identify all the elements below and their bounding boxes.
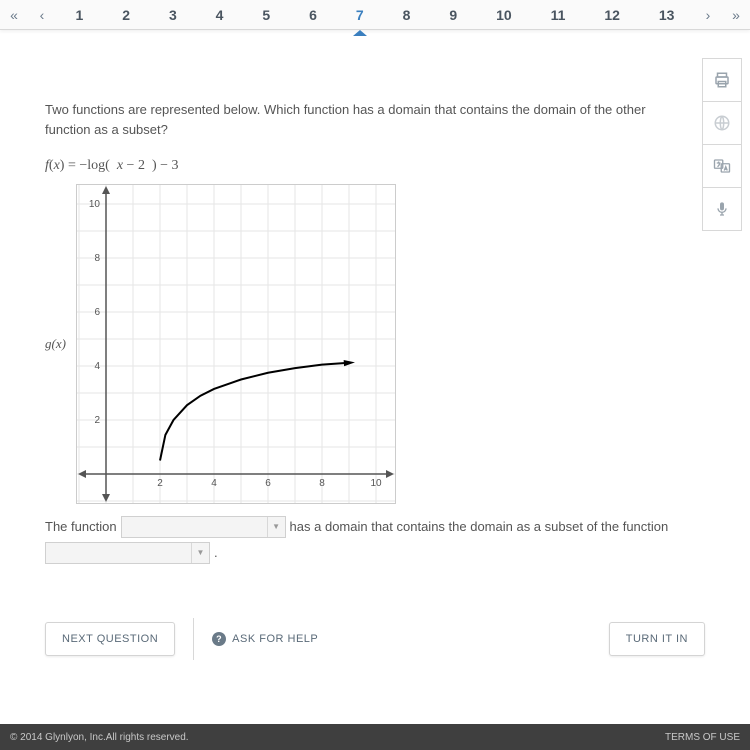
pager-page-10[interactable]: 10 — [490, 7, 518, 23]
dropdown-function-1[interactable]: ▼ — [121, 516, 286, 538]
help-icon: ? — [212, 632, 226, 646]
pager-page-4[interactable]: 4 — [210, 7, 230, 23]
question-prompt: Two functions are represented below. Whi… — [45, 100, 685, 139]
g-of-x-label: g(x) — [45, 334, 66, 354]
formula-f: f(x) = −log( x − 2 ) − 3 — [45, 155, 710, 176]
pager-page-2[interactable]: 2 — [116, 7, 136, 23]
graph-plot: 2 4 6 8 10 2 4 6 8 10 — [76, 184, 396, 504]
svg-text:6: 6 — [265, 478, 271, 489]
answer-text-1: The function — [45, 517, 117, 537]
pager-page-13[interactable]: 13 — [653, 7, 681, 23]
ask-for-help-link[interactable]: ? ASK FOR HELP — [212, 632, 318, 646]
svg-text:4: 4 — [94, 361, 100, 372]
pager-page-7[interactable]: 7 — [350, 7, 370, 23]
svg-text:6: 6 — [94, 307, 100, 318]
copyright-text: © 2014 Glynlyon, Inc.All rights reserved… — [10, 732, 189, 743]
svg-text:2: 2 — [157, 478, 163, 489]
svg-text:10: 10 — [370, 478, 382, 489]
terms-link[interactable]: TERMS OF USE — [665, 732, 740, 743]
svg-text:10: 10 — [89, 199, 101, 210]
pager-next-icon[interactable]: › — [694, 7, 722, 23]
pager-page-5[interactable]: 5 — [256, 7, 276, 23]
turn-it-in-button[interactable]: TURN IT IN — [609, 622, 705, 656]
pager-page-9[interactable]: 9 — [443, 7, 463, 23]
divider — [193, 618, 194, 660]
answer-period: . — [214, 543, 218, 563]
chevron-down-icon: ▼ — [191, 543, 209, 563]
pager-numbers: 12345678910111213 — [56, 0, 694, 29]
answer-sentence: The function ▼ has a domain that contain… — [45, 516, 710, 538]
question-content: Two functions are represented below. Whi… — [0, 30, 750, 574]
dropdown-function-2[interactable]: ▼ — [45, 542, 210, 564]
pager-page-12[interactable]: 12 — [598, 7, 626, 23]
pagination-bar: « ‹ 12345678910111213 › » — [0, 0, 750, 30]
svg-text:4: 4 — [211, 478, 217, 489]
action-row: NEXT QUESTION ? ASK FOR HELP TURN IT IN — [45, 618, 705, 660]
pager-page-1[interactable]: 1 — [69, 7, 89, 23]
chevron-down-icon: ▼ — [267, 517, 285, 537]
pager-first-icon[interactable]: « — [0, 7, 28, 23]
svg-text:8: 8 — [319, 478, 325, 489]
footer-bar: © 2014 Glynlyon, Inc.All rights reserved… — [0, 724, 750, 750]
svg-text:2: 2 — [94, 415, 100, 426]
pager-page-6[interactable]: 6 — [303, 7, 323, 23]
pager-last-icon[interactable]: » — [722, 7, 750, 23]
pager-page-11[interactable]: 11 — [545, 7, 572, 23]
pager-page-3[interactable]: 3 — [163, 7, 183, 23]
svg-text:8: 8 — [94, 253, 100, 264]
answer-text-2: has a domain that contains the domain as… — [290, 517, 669, 537]
pager-prev-icon[interactable]: ‹ — [28, 7, 56, 23]
next-question-button[interactable]: NEXT QUESTION — [45, 622, 175, 656]
ask-help-label: ASK FOR HELP — [232, 633, 318, 645]
pager-page-8[interactable]: 8 — [397, 7, 417, 23]
